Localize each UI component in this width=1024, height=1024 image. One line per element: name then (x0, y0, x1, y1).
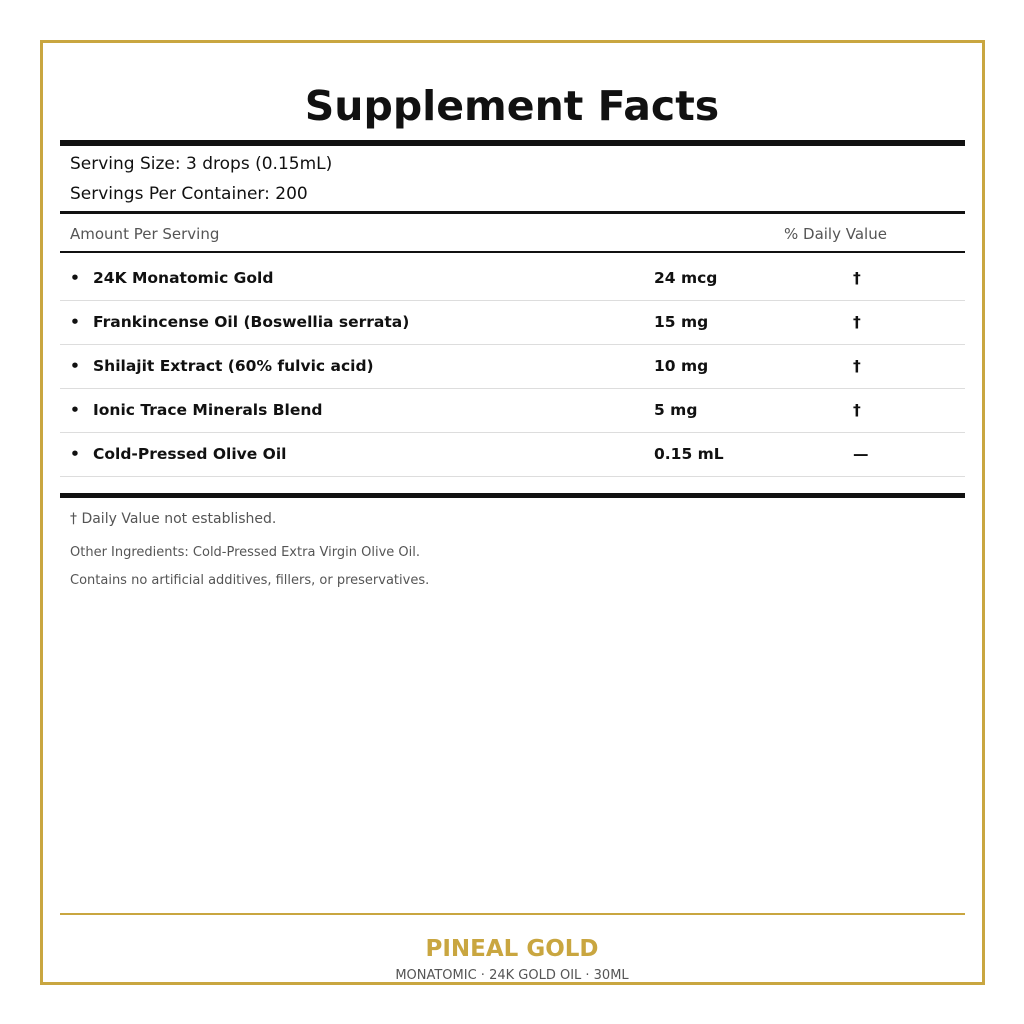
amount-per-serving-header: Amount Per Serving (70, 225, 220, 243)
gold-divider (60, 913, 965, 915)
bullet: • (70, 269, 80, 287)
ingredient-daily-value: — (853, 445, 869, 463)
brand-name: PINEAL GOLD (425, 936, 599, 962)
contains-note: Contains no artificial additives, filler… (70, 573, 430, 588)
brand-tagline: MONATOMIC · 24K GOLD OIL · 30ML (395, 968, 629, 983)
ingredient-row: • Shilajit Extract (60% fulvic acid) 10 … (60, 344, 965, 389)
ingredient-row: • Cold-Pressed Olive Oil 0.15 mL — (60, 432, 965, 477)
ingredient-amount: 10 mg (654, 357, 709, 375)
ingredient-amount: 15 mg (654, 313, 709, 331)
serving-size: Serving Size: 3 drops (0.15mL) (70, 154, 333, 174)
bullet: • (70, 445, 80, 463)
ingredient-amount: 24 mcg (654, 269, 718, 287)
ingredient-name: Ionic Trace Minerals Blend (93, 401, 323, 419)
ingredient-daily-value: † (853, 401, 861, 419)
bullet: • (70, 357, 80, 375)
ingredient-row: • 24K Monatomic Gold 24 mcg † (60, 256, 965, 301)
ingredient-amount: 5 mg (654, 401, 698, 419)
bullet: • (70, 401, 80, 419)
servings-per-container: Servings Per Container: 200 (70, 184, 308, 204)
thick-divider (60, 493, 965, 498)
ingredient-daily-value: † (853, 269, 861, 287)
other-ingredients: Other Ingredients: Cold-Pressed Extra Vi… (70, 545, 420, 560)
dv-footnote: † Daily Value not established. (70, 511, 277, 527)
divider (60, 211, 965, 214)
divider (60, 251, 965, 253)
ingredient-row: • Frankincense Oil (Boswellia serrata) 1… (60, 300, 965, 345)
ingredient-name: Shilajit Extract (60% fulvic acid) (93, 357, 374, 375)
ingredient-row: • Ionic Trace Minerals Blend 5 mg † (60, 388, 965, 433)
label-border (40, 40, 985, 985)
thick-divider (60, 140, 965, 146)
ingredient-daily-value: † (853, 313, 861, 331)
ingredient-daily-value: † (853, 357, 861, 375)
ingredient-name: 24K Monatomic Gold (93, 269, 274, 287)
ingredient-name: Frankincense Oil (Boswellia serrata) (93, 313, 410, 331)
ingredient-amount: 0.15 mL (654, 445, 724, 463)
daily-value-header: % Daily Value (784, 225, 887, 243)
page-title: Supplement Facts (304, 82, 720, 130)
ingredient-name: Cold-Pressed Olive Oil (93, 445, 287, 463)
bullet: • (70, 313, 80, 331)
